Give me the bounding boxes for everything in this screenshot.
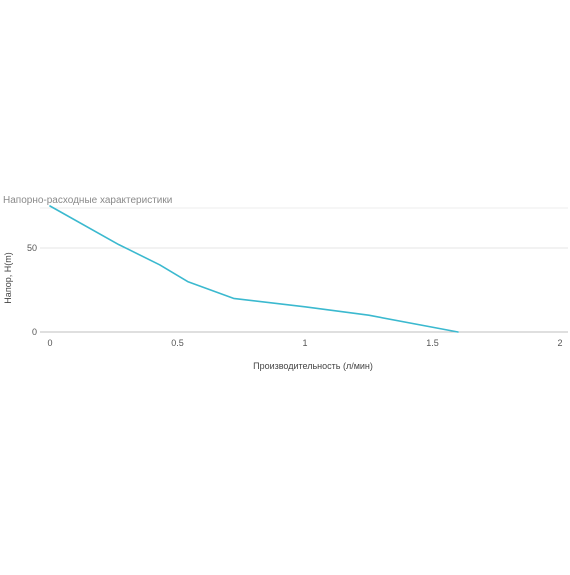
y-tick-label: 50 (27, 243, 37, 253)
chart-title: Напорно-расходные характеристики (3, 195, 173, 206)
x-axis-label: Производительность (л/мин) (253, 361, 373, 371)
x-tick-label: 1.5 (426, 338, 439, 348)
axes: 0 50 0 0.5 1 1.5 2 (27, 243, 563, 348)
grid (40, 207, 568, 333)
series-line (49, 205, 459, 333)
series-layer (49, 205, 459, 333)
y-tick-label: 0 (32, 327, 37, 337)
y-axis-label: Напор, H(m) (3, 252, 13, 303)
x-tick-label: 0 (47, 338, 52, 348)
x-tick-label: 1 (302, 338, 307, 348)
x-tick-label: 0.5 (171, 338, 184, 348)
x-tick-label: 2 (557, 338, 562, 348)
